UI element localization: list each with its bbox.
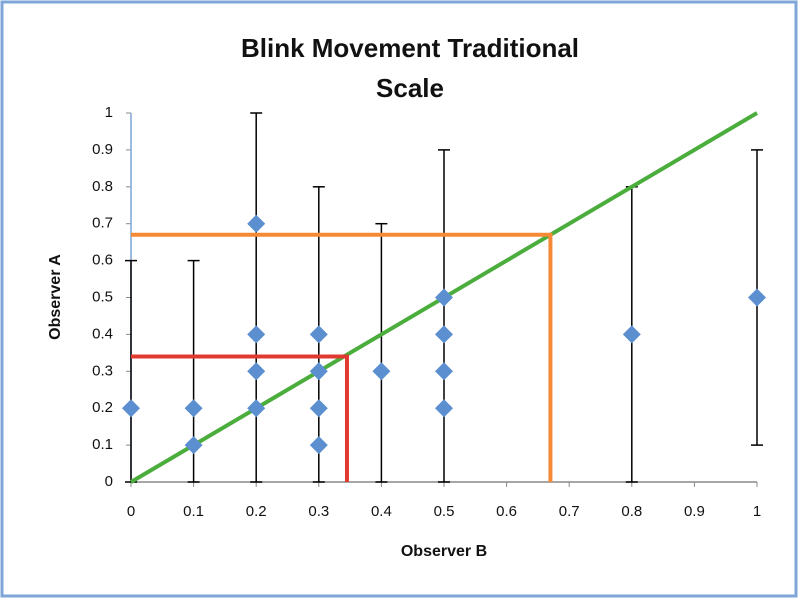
reference-line <box>131 232 553 482</box>
reference-line <box>131 354 349 482</box>
point <box>247 214 266 233</box>
point <box>247 399 266 418</box>
y-axis-title: Observer A <box>47 254 64 340</box>
point <box>622 325 641 344</box>
chart-title: Blink Movement Traditional <box>241 33 579 63</box>
x-tick-label: 0.4 <box>371 503 392 520</box>
point <box>122 399 140 418</box>
point <box>435 399 453 418</box>
point <box>309 399 328 418</box>
y-tick-label: 0.6 <box>92 252 113 269</box>
y-tick-label: 0.5 <box>92 288 113 305</box>
point <box>184 436 203 455</box>
x-tick-label: 1 <box>753 503 761 520</box>
y-tick-label: 0.3 <box>92 362 113 379</box>
x-tick-label: 0.7 <box>559 503 580 520</box>
point <box>184 399 203 418</box>
y-tick-label: 0.8 <box>92 178 113 195</box>
point <box>372 362 391 381</box>
x-tick-label: 0.8 <box>621 503 642 520</box>
point <box>247 362 266 381</box>
y-tick-label: 0.1 <box>92 436 113 453</box>
x-tick-label: 0 <box>127 503 135 520</box>
y-tick-label: 0.9 <box>92 141 113 158</box>
point <box>309 325 328 344</box>
x-axis-title: Observer B <box>401 543 487 560</box>
point <box>435 325 453 344</box>
x-tick-label: 0.6 <box>496 503 517 520</box>
x-tick-label: 0.1 <box>183 503 204 520</box>
x-tick-label: 0.3 <box>308 503 329 520</box>
point <box>309 362 328 381</box>
y-tick-label: 1 <box>105 104 113 121</box>
y-tick-label: 0.4 <box>92 325 113 342</box>
point <box>748 288 766 307</box>
y-tick-label: 0.7 <box>92 215 113 232</box>
y-tick-label: 0 <box>105 473 113 490</box>
point <box>435 362 453 381</box>
point <box>309 436 328 455</box>
point <box>435 288 453 307</box>
x-tick-label: 0.2 <box>246 503 267 520</box>
y-tick-label: 0.2 <box>92 399 113 416</box>
point <box>247 325 266 344</box>
x-tick-label: 0.9 <box>684 503 705 520</box>
chart-title: Scale <box>376 73 444 103</box>
x-tick-label: 0.5 <box>434 503 455 520</box>
